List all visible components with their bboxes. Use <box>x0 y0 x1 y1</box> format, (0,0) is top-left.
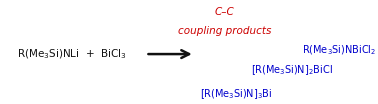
Text: [R(Me$_3$Si)N]$_2$BiCl: [R(Me$_3$Si)N]$_2$BiCl <box>251 63 333 77</box>
Text: R(Me$_3$Si)NLi  +  BiCl$_3$: R(Me$_3$Si)NLi + BiCl$_3$ <box>17 47 127 61</box>
Text: C–C: C–C <box>215 7 235 17</box>
Text: [R(Me$_3$Si)N]$_3$Bi: [R(Me$_3$Si)N]$_3$Bi <box>200 87 272 100</box>
Text: coupling products: coupling products <box>178 26 272 36</box>
Text: R(Me$_3$Si)NBiCl$_2$: R(Me$_3$Si)NBiCl$_2$ <box>302 43 376 57</box>
